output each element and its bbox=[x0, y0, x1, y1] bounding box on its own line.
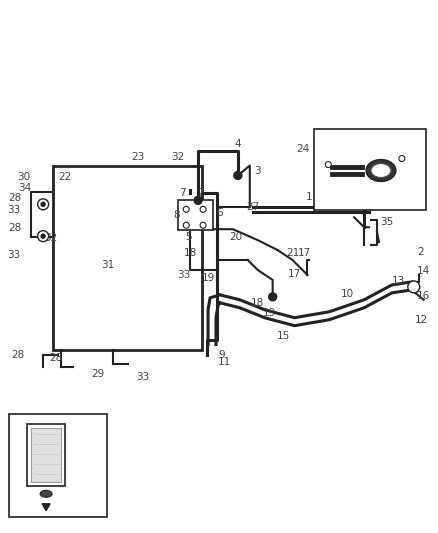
Text: 20: 20 bbox=[230, 232, 243, 242]
Text: 2: 2 bbox=[417, 247, 424, 257]
Text: 19: 19 bbox=[201, 273, 215, 283]
Circle shape bbox=[234, 172, 242, 180]
Text: 35: 35 bbox=[380, 217, 394, 227]
Text: 33: 33 bbox=[7, 250, 20, 260]
Circle shape bbox=[325, 161, 331, 167]
Polygon shape bbox=[42, 504, 50, 511]
Text: 17: 17 bbox=[298, 248, 311, 258]
Text: 17: 17 bbox=[288, 269, 301, 279]
Text: 22: 22 bbox=[58, 173, 71, 182]
Text: 33: 33 bbox=[136, 373, 149, 382]
Text: 12: 12 bbox=[415, 314, 428, 325]
Text: 36: 36 bbox=[76, 467, 89, 477]
Text: 25: 25 bbox=[402, 139, 415, 149]
Circle shape bbox=[268, 293, 277, 301]
Text: 1: 1 bbox=[306, 192, 313, 203]
Text: 27: 27 bbox=[246, 203, 259, 212]
Circle shape bbox=[41, 203, 45, 206]
Text: 29: 29 bbox=[91, 369, 104, 379]
Text: 11: 11 bbox=[217, 357, 230, 367]
Ellipse shape bbox=[366, 159, 396, 181]
Text: 8: 8 bbox=[173, 210, 180, 220]
Circle shape bbox=[200, 206, 206, 212]
Text: 6: 6 bbox=[217, 208, 223, 219]
Text: 30: 30 bbox=[17, 173, 30, 182]
Text: 24: 24 bbox=[296, 143, 309, 154]
Text: 3: 3 bbox=[254, 166, 261, 175]
Text: 34: 34 bbox=[18, 183, 32, 193]
Circle shape bbox=[194, 196, 202, 204]
Text: 28: 28 bbox=[12, 350, 25, 360]
Circle shape bbox=[200, 222, 206, 228]
Text: 32: 32 bbox=[172, 151, 185, 161]
Bar bbox=[53, 166, 202, 350]
Text: 9: 9 bbox=[219, 350, 225, 360]
Text: 15: 15 bbox=[277, 330, 290, 341]
Bar bbox=[31, 428, 61, 482]
Circle shape bbox=[408, 281, 420, 293]
Bar bbox=[178, 200, 213, 230]
Ellipse shape bbox=[371, 164, 391, 177]
Text: 31: 31 bbox=[101, 260, 114, 270]
Circle shape bbox=[183, 206, 189, 212]
Text: 23: 23 bbox=[131, 151, 144, 161]
Text: 26: 26 bbox=[377, 190, 391, 200]
Text: 18: 18 bbox=[251, 298, 265, 308]
Bar bbox=[314, 129, 426, 211]
Text: 14: 14 bbox=[417, 266, 430, 276]
Bar bbox=[9, 414, 107, 516]
Text: 16: 16 bbox=[417, 291, 430, 301]
Text: 13: 13 bbox=[392, 276, 406, 286]
Bar bbox=[57, 169, 198, 345]
Text: 18: 18 bbox=[184, 248, 197, 258]
Circle shape bbox=[38, 231, 49, 241]
Text: 28: 28 bbox=[9, 193, 22, 204]
Circle shape bbox=[41, 234, 45, 238]
Text: 4: 4 bbox=[235, 139, 241, 149]
Text: 7: 7 bbox=[179, 188, 186, 198]
Circle shape bbox=[183, 222, 189, 228]
Text: 19: 19 bbox=[263, 308, 276, 318]
Text: 33: 33 bbox=[177, 270, 191, 280]
Circle shape bbox=[399, 156, 405, 161]
Bar bbox=[27, 424, 65, 486]
Text: 10: 10 bbox=[341, 289, 354, 299]
Ellipse shape bbox=[40, 490, 52, 497]
Text: 2: 2 bbox=[197, 188, 203, 198]
Text: 21: 21 bbox=[286, 248, 299, 258]
Text: 28: 28 bbox=[9, 223, 22, 233]
Circle shape bbox=[38, 199, 49, 210]
Text: 5: 5 bbox=[185, 232, 191, 242]
Text: 28: 28 bbox=[49, 352, 63, 362]
Text: 33: 33 bbox=[7, 205, 20, 215]
Text: 32: 32 bbox=[44, 233, 58, 243]
